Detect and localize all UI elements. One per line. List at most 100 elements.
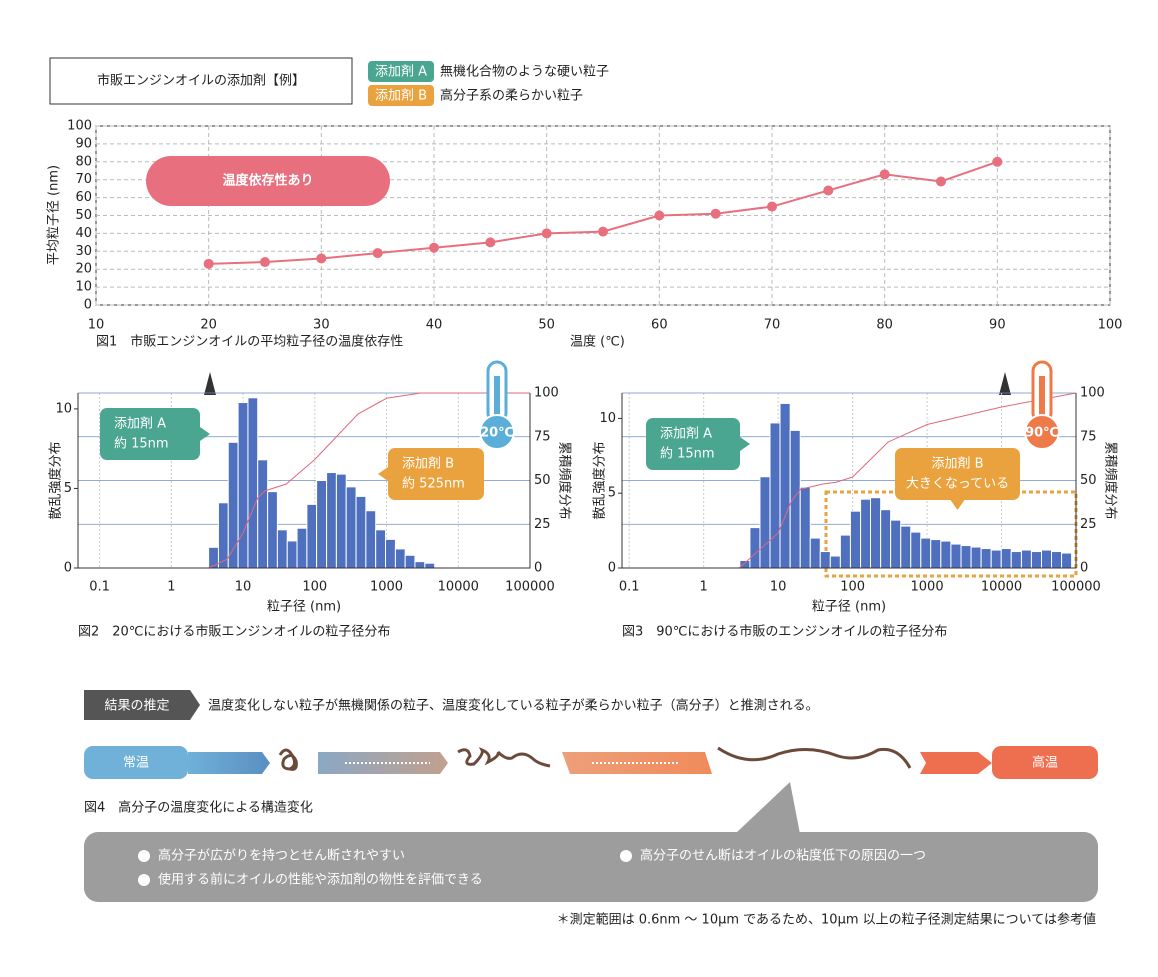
y2-tick-label: 50 (1080, 473, 1097, 488)
bar (860, 498, 872, 569)
data-point (372, 248, 383, 259)
thermometer-bulb (479, 414, 515, 450)
y2-tick-label: 100 (534, 386, 559, 401)
bar (414, 561, 426, 569)
data-point (598, 226, 608, 237)
polymer-loose (457, 747, 551, 768)
x-tick-label: 30 (313, 318, 330, 333)
bar (880, 509, 892, 569)
bar (1010, 551, 1022, 569)
x-tick-label: 1000 (911, 580, 944, 595)
bar (749, 527, 761, 569)
bar (1030, 551, 1042, 569)
end-label-bg (992, 746, 1098, 779)
bar (809, 537, 821, 569)
bar (404, 554, 416, 569)
footnote: ＊測定範囲は 0.6nm ～ 10μm であるため、10μm 以上の粒子径測定結… (557, 912, 1096, 928)
y2-axis-label: 累積頻度分布 (1103, 441, 1119, 519)
callout-text: 約 15nm (660, 447, 715, 462)
y-tick-label: 80 (75, 154, 92, 169)
notes-bubble (84, 832, 1098, 902)
data-point (485, 237, 496, 248)
x-tick-label: 100 (1098, 318, 1123, 333)
figure-caption: 図4 高分子の温度変化による構造変化 (84, 800, 313, 816)
bar (316, 480, 328, 569)
note: 高分子が広がりを持つとせん断されやすい (158, 848, 405, 864)
callout-text: 約 15nm (114, 437, 169, 452)
data-point (710, 208, 721, 219)
y-axis-label: 散乱強度分布 (48, 441, 64, 519)
note: 使用する前にオイルの性能や添加剤の物性を評価できる (158, 872, 483, 888)
legend-badge-label: 添加剤 B (375, 88, 427, 104)
bar (1051, 551, 1063, 569)
bar (870, 497, 882, 569)
highlight-box (824, 490, 1078, 578)
bar (286, 540, 298, 569)
annotation-bg (146, 156, 390, 206)
legend-text: 無機化合物のような硬い粒子 (440, 65, 609, 80)
bar (296, 527, 308, 569)
y2-tick-label: 25 (1080, 517, 1097, 532)
bar (355, 495, 367, 569)
x-tick-label: 10000 (438, 580, 479, 595)
bullet (138, 850, 150, 862)
y2-axis-label: 累積頻度分布 (557, 441, 573, 519)
bar (385, 538, 396, 569)
start-label: 常温 (123, 756, 149, 771)
cumulative-line (738, 392, 1077, 569)
y-tick-label: 10 (75, 280, 92, 295)
x-tick-label: 90 (989, 318, 1006, 333)
flow-arrow (188, 752, 270, 774)
callout-pointer (378, 467, 388, 481)
y-tick-label: 5 (608, 486, 616, 501)
cumulative-line (208, 392, 530, 569)
bar (759, 476, 771, 569)
header-title: 市販エンジンオイルの添加剤【例】 (97, 73, 305, 89)
bar (1000, 548, 1012, 569)
bar (326, 472, 337, 569)
bar (247, 397, 259, 569)
start-label-bg (84, 746, 188, 779)
data-point (936, 176, 946, 187)
data-point (429, 242, 439, 253)
figure-caption: 図3 90℃における市販のエンジンオイルの粒子径分布 (622, 624, 947, 640)
x-tick-label: 10000 (981, 580, 1022, 595)
bar (940, 540, 952, 569)
callout-bg (100, 408, 200, 460)
header-box (49, 57, 353, 105)
x-tick-label: 100 (302, 580, 327, 595)
bullet (138, 874, 150, 886)
annotation: 温度依存性あり (222, 173, 313, 189)
bar (970, 546, 982, 569)
bar (930, 539, 942, 569)
bar (839, 534, 851, 569)
bar (276, 529, 288, 569)
legend-badge (368, 85, 434, 106)
data-point (260, 257, 270, 268)
data-point (316, 253, 327, 264)
y-tick-label: 20 (75, 262, 92, 277)
x-tick-label: 20 (200, 318, 217, 333)
bar (829, 555, 841, 569)
bar (819, 551, 831, 569)
x-tick-label: 0.1 (619, 580, 640, 595)
callout-bg (646, 418, 740, 470)
bar (217, 502, 229, 569)
bar (267, 491, 278, 569)
data-point (823, 185, 834, 196)
callout-text: 添加剤 A (114, 416, 166, 432)
bar (799, 486, 811, 569)
x-tick-label: 100 (840, 580, 865, 595)
y-tick-label: 0 (608, 561, 616, 576)
end-label: 高温 (1032, 755, 1058, 771)
legend-text: 高分子系の柔らかい粒子 (440, 88, 583, 104)
data-point (767, 201, 777, 212)
thermometer-bulb (1024, 414, 1060, 450)
callout-text: 添加剤 B (402, 456, 454, 472)
x-tick-label: 10 (235, 580, 252, 595)
note: 高分子のせん断はオイルの粘度低下の原因の一つ (640, 848, 926, 864)
callout-bg (895, 448, 1020, 500)
axes (621, 393, 1077, 569)
figure-caption: 図1 市販エンジンオイルの平均粒子径の温度依存性 (96, 334, 403, 350)
y-tick-label: 30 (75, 244, 92, 259)
